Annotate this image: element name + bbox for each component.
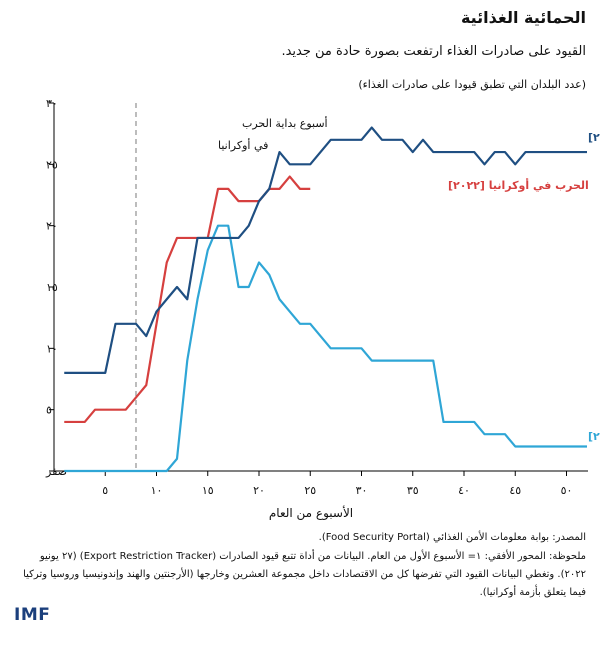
y-tick-label: ٢٥ <box>46 158 58 171</box>
x-tick-label: ١٠ <box>151 484 163 497</box>
imf-logo: IMF <box>14 605 51 625</box>
x-tick-label: ٢٥ <box>304 484 316 497</box>
series-label: كوفيد-١٩ [٢٠٢٠] <box>588 430 600 443</box>
y-tick-label: ٥ <box>46 404 52 417</box>
y-tick-label: ٣٠ <box>46 97 58 110</box>
page-title: الحمائية الغذائية <box>460 8 586 27</box>
war-start-label: في أوكرانيا <box>218 138 268 152</box>
y-tick-label: صفر <box>45 465 67 478</box>
war-start-label: أسبوع بداية الحرب <box>242 116 328 130</box>
x-tick-label: ١٥ <box>202 484 214 497</box>
x-tick-label: ٤٠ <box>458 484 470 497</box>
series-label: الحرب في أوكرانيا [٢٠٢٢] <box>448 178 589 192</box>
chart-axes: صفر ٥ ١٠ ١٥ ٢٠ ٢٥ ٣٠ ٥ ١٠ ١٥ ٢٠ ٢٥ ٣٠ ٣٥ ٤٠ ٤٥ ٥٠ الأسبوع… <box>45 97 588 521</box>
x-tick-label: ٥٠ <box>561 484 573 497</box>
page-subtitle: القيود على صادرات الغذاء ارتفعت بصورة حا… <box>281 44 586 59</box>
x-tick-label: ٣٥ <box>407 484 419 497</box>
x-tick-label: ٤٥ <box>509 484 521 497</box>
y-tick-label: ٢٠ <box>46 220 58 233</box>
series-label: أزمة أسعار الغذاء [٢٠٠٨] <box>588 130 600 144</box>
y-tick-label: ١٠ <box>46 342 58 355</box>
x-tick-label: ٣٠ <box>356 484 368 497</box>
war-start-marker: أسبوع بداية الحرب في أوكرانيا <box>135 103 328 471</box>
unit-note: (عدد البلدان التي تطبق قيودا على صادرات … <box>358 78 586 91</box>
footnote: ملحوظة: المحور الأفقي: ١= الأسبوع الأول … <box>23 551 586 598</box>
chart-labels: أزمة أسعار الغذاء [٢٠٠٨] الحرب في أوكراني… <box>448 130 600 443</box>
series-line <box>64 224 587 473</box>
x-axis-title: الأسبوع من العام <box>269 505 353 521</box>
series-line <box>64 126 587 374</box>
x-tick-label: ٥ <box>102 484 108 497</box>
x-tick-label: ٢٠ <box>253 484 265 497</box>
y-tick-label: ١٥ <box>46 281 58 294</box>
source-note: المصدر: بوابة معلومات الأمن الغذائي (Foo… <box>318 532 586 543</box>
chart-series <box>64 126 587 473</box>
